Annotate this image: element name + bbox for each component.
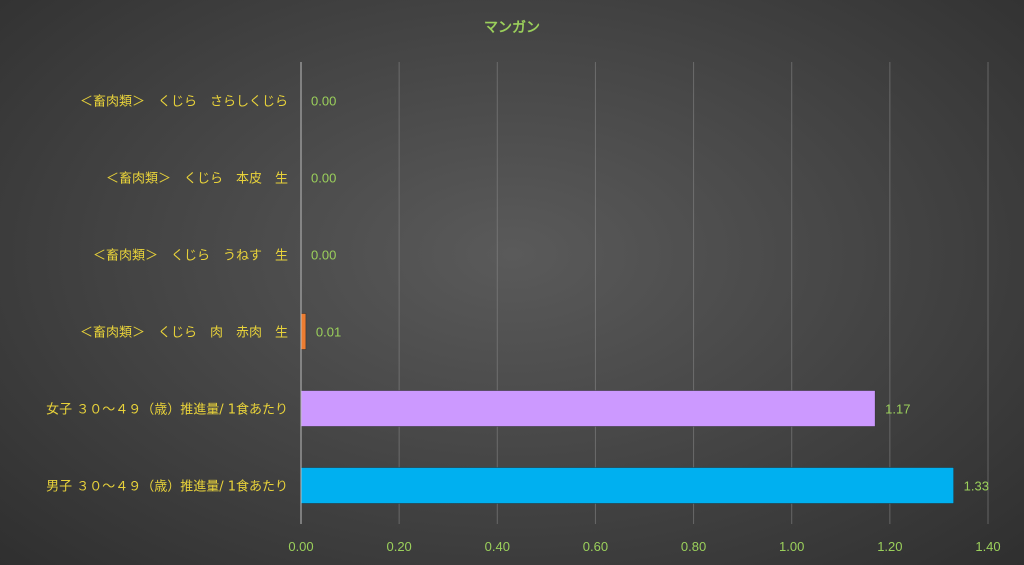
data-label: 0.00 [311,94,336,109]
category-label: ＜畜肉類＞ くじら 本皮 生 [106,171,288,187]
x-tick-labels: 0.00 0.20 0.40 0.60 0.80 1.00 1.20 1.40 [288,539,1000,554]
data-label: 1.17 [885,402,910,417]
gridlines [398,62,989,524]
x-tick-label: 0.40 [485,539,510,554]
category-label: ＜畜肉類＞ くじら 肉 赤肉 生 [80,325,288,341]
bar [300,313,307,350]
x-tick-label: 1.20 [877,539,902,554]
bar [300,467,954,504]
category-labels: ＜畜肉類＞ くじら さらしくじら ＜畜肉類＞ くじら 本皮 生 ＜畜肉類＞ くじら … [46,94,288,495]
x-tick-label: 1.40 [975,539,1000,554]
data-label: 0.01 [316,325,341,340]
x-tick-label: 0.60 [583,539,608,554]
x-tick-label: 0.20 [386,539,411,554]
x-tick-label: 0.80 [681,539,706,554]
bars [300,313,954,504]
x-tick-label: 0.00 [288,539,313,554]
x-tick-label: 1.00 [779,539,804,554]
category-label: ＜畜肉類＞ くじら さらしくじら [80,94,288,110]
data-labels: 0.00 0.00 0.00 0.01 1.17 1.33 [311,94,989,494]
category-label: 女子 ３０～４９（歳）推進量/ 1食あたり [46,402,288,418]
bar [300,390,876,427]
data-label: 1.33 [964,479,989,494]
data-label: 0.00 [311,248,336,263]
data-label: 0.00 [311,171,336,186]
category-label: ＜畜肉類＞ くじら うねす 生 [93,248,288,264]
chart-title: マンガン [484,20,540,36]
category-label: 男子 ３０～４９（歳）推進量/ 1食あたり [46,479,288,495]
